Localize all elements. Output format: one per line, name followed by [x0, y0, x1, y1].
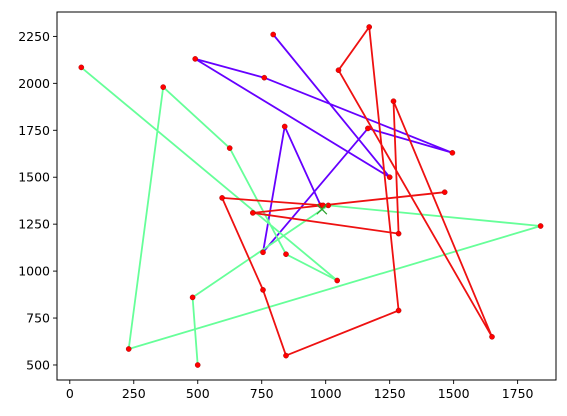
- x-tick-label: 750: [250, 386, 274, 401]
- x-tick-label: 250: [122, 386, 146, 401]
- series-1-point: [192, 56, 198, 62]
- series-1-point: [261, 74, 268, 81]
- series-2-point: [160, 84, 166, 90]
- series-2-point: [125, 346, 132, 352]
- series-3-point: [441, 189, 448, 195]
- series-1-point: [260, 249, 266, 256]
- y-tick-label: 1750: [18, 123, 50, 138]
- x-tick-label: 1750: [502, 386, 534, 401]
- series-1-point: [270, 31, 277, 38]
- series-1-point: [281, 123, 288, 130]
- y-tick-label: 750: [26, 311, 50, 326]
- series-3-point: [283, 352, 289, 359]
- series-3-point: [395, 230, 402, 237]
- y-tick-label: 1000: [18, 264, 50, 279]
- series-2-point: [78, 64, 85, 71]
- series-3-point: [249, 210, 256, 216]
- y-tick-label: 500: [26, 357, 50, 372]
- plot-area-frame: [56, 11, 557, 381]
- x-tick-label: 1500: [438, 386, 470, 401]
- marker-layer: [78, 24, 544, 368]
- y-tick-label: 2000: [18, 76, 50, 91]
- x-tick-label: 500: [186, 386, 210, 401]
- center-x-marker: [316, 203, 328, 215]
- series-3-point: [219, 195, 225, 201]
- x-tick-label: 0: [66, 386, 74, 401]
- series-3-point: [390, 98, 397, 104]
- y-tick-label: 1250: [18, 217, 50, 232]
- y-tick-label: 2250: [18, 29, 50, 44]
- series-2-point: [537, 223, 544, 229]
- series-3-point: [260, 287, 266, 293]
- series-1-point: [365, 125, 371, 132]
- series-3-point: [489, 333, 495, 340]
- series-2-point: [325, 202, 332, 209]
- series-3-point: [335, 67, 342, 73]
- x-tick-label: 1250: [374, 386, 406, 401]
- x-axis: 0 250 500 750 1000 1250 1500 1750: [66, 380, 534, 401]
- y-tick-label: 1500: [18, 170, 50, 185]
- series-2-point: [189, 294, 196, 301]
- series-2-point: [283, 251, 289, 257]
- series-3-point: [395, 307, 402, 314]
- series-2-point: [334, 277, 341, 284]
- series-2-point: [226, 145, 233, 151]
- series-1-point: [386, 174, 393, 180]
- y-axis: 500 750 1000 1250 1500 1750 2000 2250: [18, 29, 57, 372]
- series-3-line: [221, 26, 493, 357]
- series-2-point: [194, 362, 201, 368]
- series-1-point: [449, 149, 456, 156]
- x-tick-label: 1000: [310, 386, 342, 401]
- series-3-point: [366, 24, 373, 30]
